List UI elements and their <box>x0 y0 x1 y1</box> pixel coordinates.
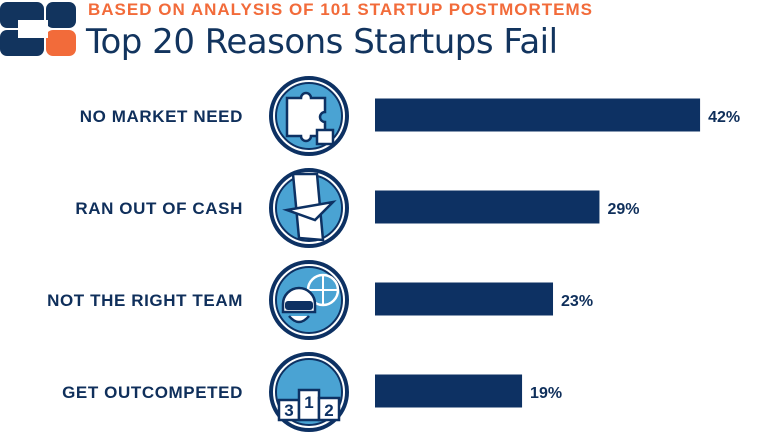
cash-hand-icon <box>269 168 349 248</box>
bar <box>375 190 600 224</box>
value-label: 19% <box>530 385 562 402</box>
podium-number: 3 <box>284 401 293 420</box>
bar <box>375 374 523 408</box>
value-label: 29% <box>607 201 639 218</box>
podium-number: 1 <box>304 393 313 412</box>
category-label: GET OUTCOMPETED <box>62 383 243 402</box>
bar <box>375 98 701 132</box>
value-label: 23% <box>561 293 593 310</box>
chart-title: Top 20 Reasons Startups Fail <box>86 22 558 62</box>
bar <box>375 282 554 316</box>
value-label: 42% <box>708 109 740 126</box>
category-label: NO MARKET NEED <box>80 107 243 126</box>
team-vr-icon <box>269 260 349 340</box>
puzzle-icon <box>269 76 349 156</box>
category-label: RAN OUT OF CASH <box>75 199 243 218</box>
chart-subtitle: BASED ON ANALYSIS OF 101 STARTUP POSTMOR… <box>88 0 593 19</box>
category-label: NOT THE RIGHT TEAM <box>47 291 243 310</box>
brand-logo-icon <box>0 2 76 56</box>
podium-number: 2 <box>324 401 333 420</box>
